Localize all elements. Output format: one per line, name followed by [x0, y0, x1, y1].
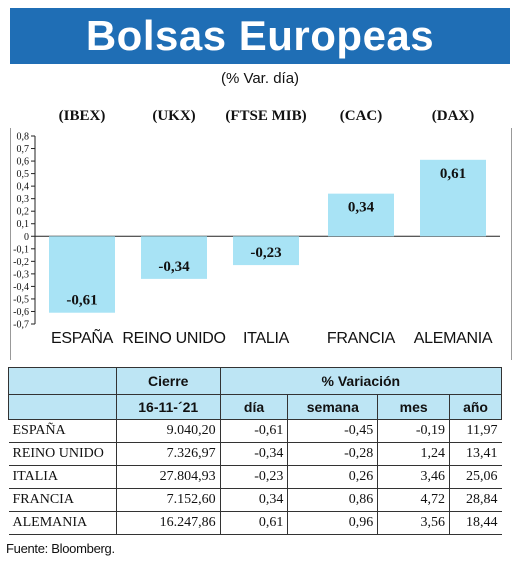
bar-value-label: 0,61	[440, 166, 466, 182]
chart-subtitle: (% Var. día)	[220, 70, 300, 87]
index-labels: (IBEX) (UKX) (FTSE MIB) (CAC) (DAX)	[0, 108, 520, 128]
row-semana: -0,28	[287, 442, 378, 466]
y-tick-label: -0,3	[13, 269, 29, 280]
header-variacion: % Variación	[219, 367, 503, 395]
country-label-reino-unido: REINO UNIDO	[122, 330, 226, 347]
table-row: ESPAÑA 9.040,20 -0,61 -0,45 -0,19 11,97	[8, 419, 502, 443]
header-semana: semana	[287, 394, 379, 420]
row-dia: 0,34	[219, 488, 288, 512]
bar	[141, 236, 207, 279]
row-country: REINO UNIDO	[8, 442, 117, 466]
row-mes: 3,46	[377, 465, 450, 489]
y-tick-label: -0,4	[13, 282, 29, 293]
row-cierre: 7.326,97	[115, 442, 221, 466]
bar	[420, 159, 486, 237]
row-dia: -0,23	[219, 465, 288, 489]
row-cierre: 7.152,60	[115, 488, 221, 512]
bar-value-label: -0,23	[250, 245, 281, 261]
row-country: ALEMANIA	[8, 511, 117, 535]
country-label-alemania: ALEMANIA	[413, 330, 493, 347]
header-mes: mes	[377, 394, 451, 420]
row-cierre: 27.804,93	[115, 465, 221, 489]
row-mes: -0,19	[377, 419, 450, 443]
table-row: ALEMANIA 16.247,86 0,61 0,96 3,56 18,44	[8, 511, 502, 535]
table-corner-2	[8, 394, 117, 420]
index-label-ukx: (UKX)	[152, 108, 196, 124]
bar	[49, 236, 115, 313]
row-ano: 18,44	[449, 511, 502, 535]
header-ano: año	[449, 394, 502, 420]
table-corner	[8, 367, 117, 395]
row-ano: 28,84	[449, 488, 502, 512]
bar-chart: 0,80,7 0,60,5 0,40,3 0,20,1 0-0,1 -0,2-0,3 -0,…	[13, 132, 500, 331]
row-semana: 0,96	[287, 511, 378, 535]
bar	[233, 236, 299, 266]
header-cierre: Cierre	[115, 367, 221, 395]
y-tick-label: 0,8	[17, 132, 30, 143]
y-tick-label: 0,7	[17, 144, 30, 155]
bar-value-label: -0,34	[158, 259, 190, 275]
header-dia: día	[219, 394, 289, 420]
header-date: 16-11-´21	[115, 394, 221, 420]
y-tick-label: -0,1	[13, 244, 29, 255]
country-label-francia: FRANCIA	[326, 330, 396, 347]
country-label-espana: ESPAÑA	[51, 330, 113, 347]
y-tick-label: 0,4	[17, 182, 30, 193]
y-tick-label: -0,5	[13, 294, 29, 305]
row-country: ITALIA	[8, 465, 117, 489]
row-mes: 4,72	[377, 488, 450, 512]
y-tick-label: 0,5	[17, 169, 30, 180]
bar	[328, 193, 394, 237]
row-dia: -0,61	[219, 419, 288, 443]
country-label-italia: ITALIA	[243, 330, 289, 347]
chart-frame	[10, 128, 512, 360]
row-dia: 0,61	[219, 511, 288, 535]
bar-value-label: 0,34	[348, 200, 375, 216]
source-note: Fuente: Bloomberg.	[6, 541, 115, 556]
row-cierre: 9.040,20	[115, 419, 221, 443]
row-dia: -0,34	[219, 442, 288, 466]
row-country: FRANCIA	[8, 488, 117, 512]
row-semana: 0,86	[287, 488, 378, 512]
row-semana: 0,26	[287, 465, 378, 489]
title-banner: Bolsas Europeas	[10, 8, 510, 64]
quotes-table: Cierre % Variación 16-11-´21 día semana …	[8, 367, 503, 535]
table-row: ITALIA 27.804,93 -0,23 0,26 3,46 25,06	[8, 465, 502, 489]
row-ano: 25,06	[449, 465, 502, 489]
index-label-ftse-mib: (FTSE MIB)	[225, 108, 307, 124]
row-ano: 11,97	[449, 419, 502, 443]
y-tick-label: -0,6	[13, 307, 29, 318]
y-tick-label: 0,1	[17, 219, 30, 230]
row-ano: 13,41	[449, 442, 502, 466]
y-tick-label: 0,3	[17, 194, 30, 205]
table-row: FRANCIA 7.152,60 0,34 0,86 4,72 28,84	[8, 488, 502, 512]
bar-value-label: -0,61	[66, 293, 97, 309]
row-mes: 1,24	[377, 442, 450, 466]
y-tick-label: -0,2	[13, 257, 29, 268]
row-country: ESPAÑA	[8, 419, 117, 443]
y-tick-label: 0,6	[17, 157, 30, 168]
row-mes: 3,56	[377, 511, 450, 535]
country-labels: ESPAÑA REINO UNIDO ITALIA FRANCIA ALEMAN…	[0, 330, 520, 352]
y-tick-label: 0	[24, 232, 29, 243]
index-label-dax: (DAX)	[431, 108, 475, 124]
y-tick-label: 0,2	[17, 207, 30, 218]
row-cierre: 16.247,86	[115, 511, 221, 535]
y-tick-label: -0,7	[13, 320, 29, 331]
table-row: REINO UNIDO 7.326,97 -0,34 -0,28 1,24 13…	[8, 442, 502, 466]
index-label-cac: (CAC)	[339, 108, 383, 124]
index-label-ibex: (IBEX)	[58, 108, 106, 124]
row-semana: -0,45	[287, 419, 378, 443]
